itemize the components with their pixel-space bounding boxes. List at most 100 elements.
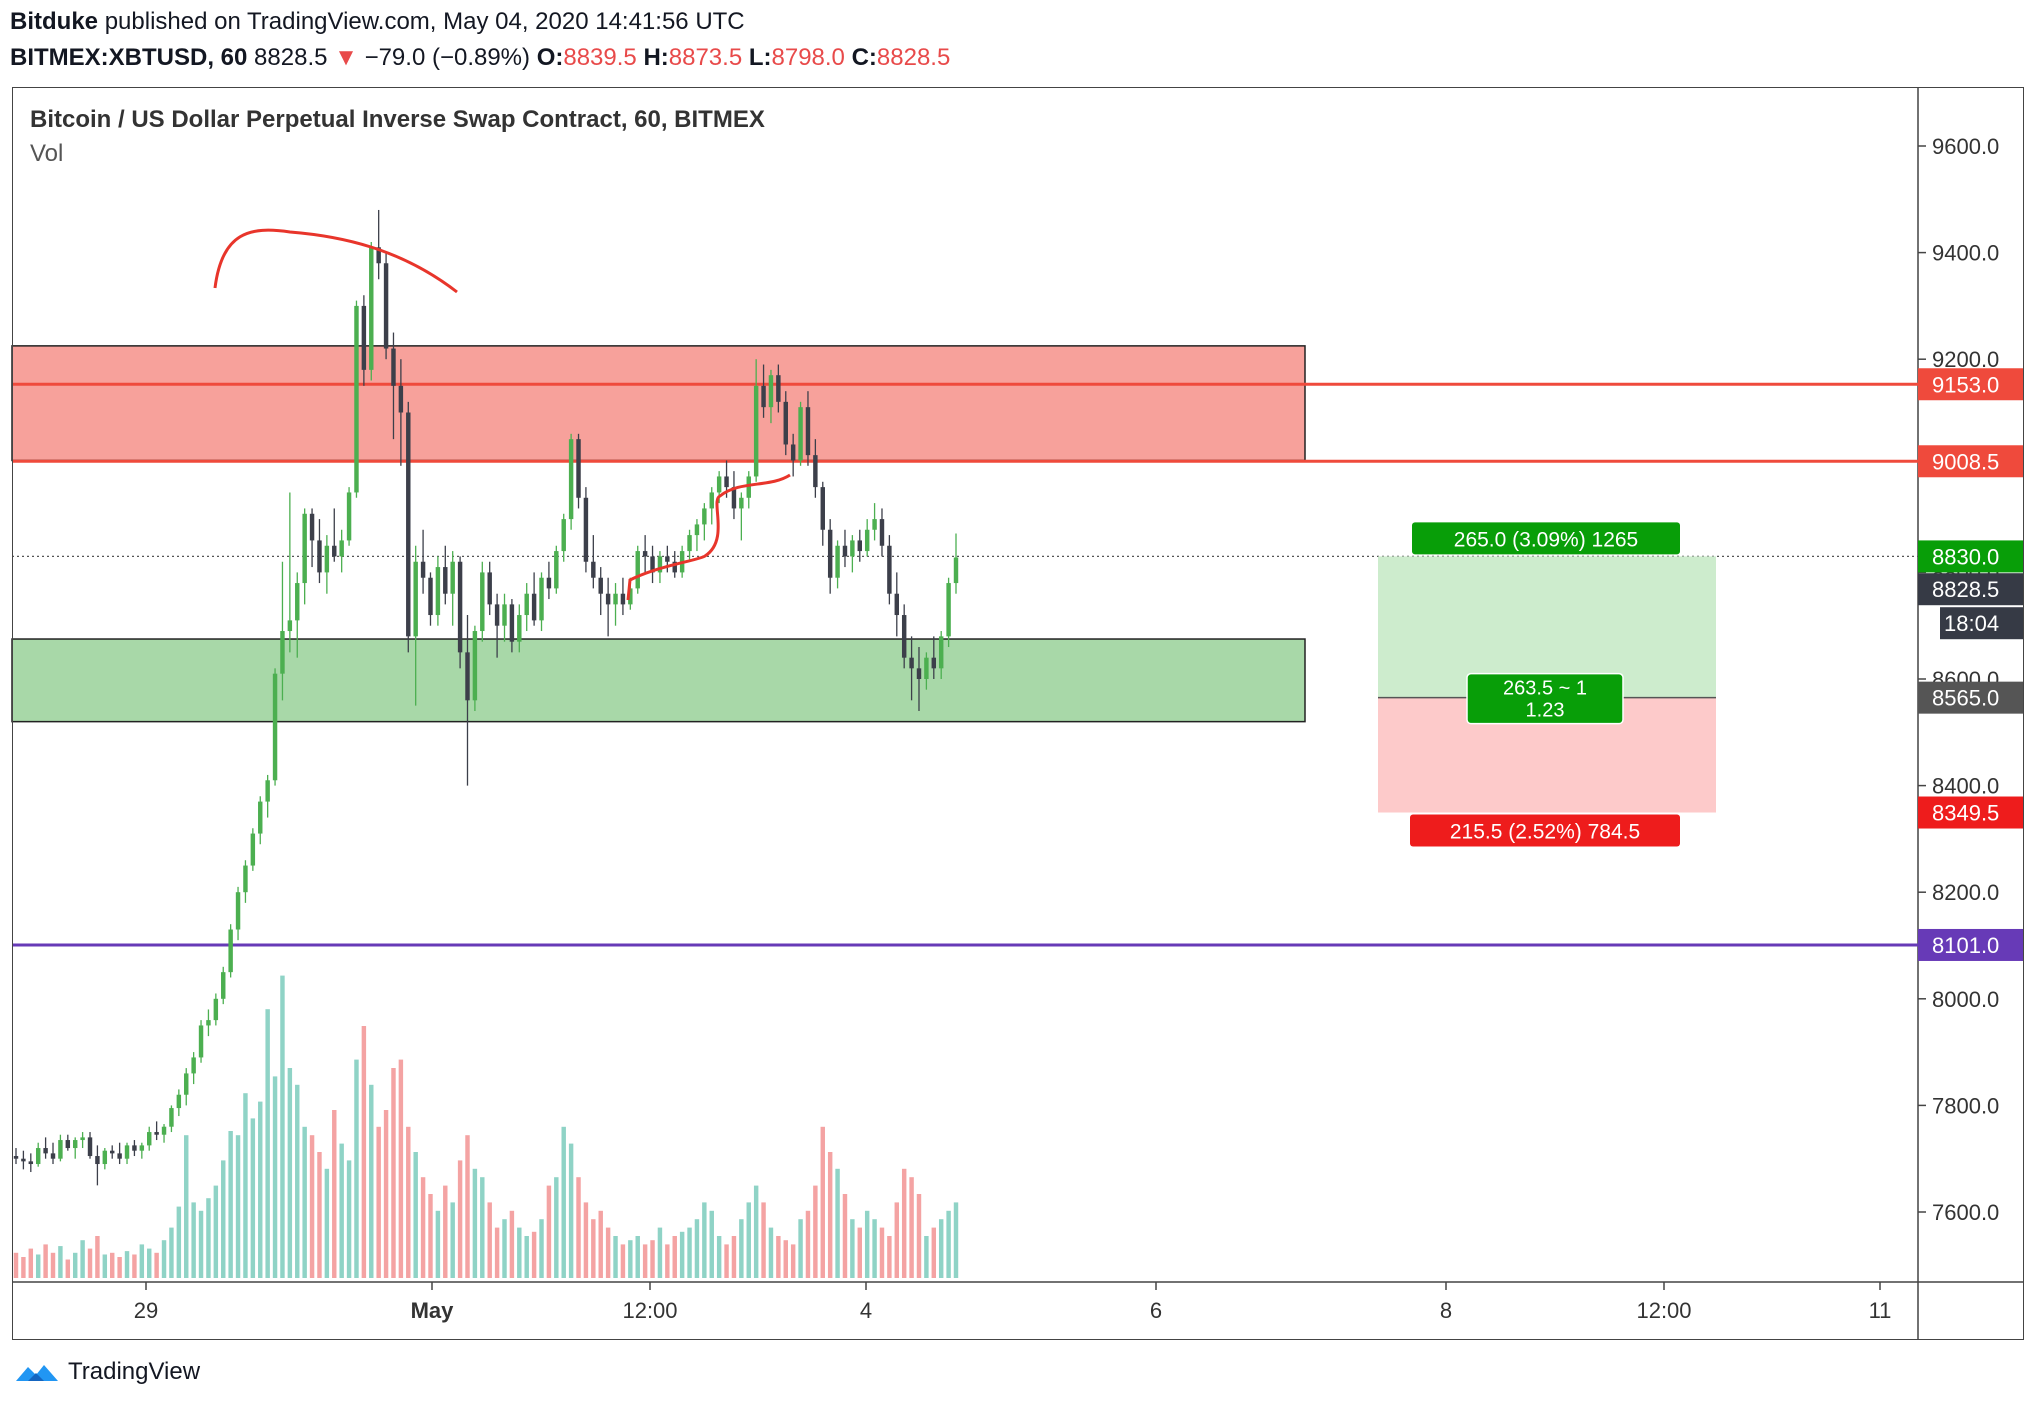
volume-bar [102,1254,108,1278]
candle-body [295,583,300,621]
candle-body [413,561,418,637]
candle-body [605,593,611,605]
volume-bar [857,1227,862,1278]
volume-bar [931,1227,937,1278]
high-label: H: [643,44,669,71]
position-stop-text: 215.5 (2.52%) 784.5 [1450,821,1640,844]
volume-bar [287,1068,293,1278]
candle-body [80,1137,85,1141]
volume-bar [376,1126,381,1278]
volume-bar [850,1219,855,1278]
top-arc-drawing[interactable] [213,228,458,294]
candle-body [184,1073,189,1095]
volume-bar [761,1202,766,1278]
tradingview-footer[interactable]: TradingView [14,1358,200,1386]
volume-bar [161,1240,167,1278]
price-badge [1918,573,2023,606]
candle-body [169,1108,174,1127]
candle-body [628,588,633,605]
down-arrow-icon: ▼ [334,44,358,71]
candle-body [879,519,885,546]
volume-bar [620,1244,626,1278]
volume-bar [198,1210,204,1278]
y-tick-label: 9600.0 [1932,134,1999,159]
price-badge-label: 8830.0 [1932,544,1999,569]
candle-body [420,561,426,578]
price-badge-label: 8565.0 [1932,686,1999,711]
volume-bar [813,1185,818,1278]
price-change: −79.0 (−0.89%) [364,44,531,71]
volume-bar [568,1143,574,1278]
candle-body [494,604,500,626]
candle-body [332,545,337,557]
candle-body [398,385,404,413]
price-badge [1918,681,2023,714]
candle-body [561,519,566,552]
volume-bar [561,1126,566,1278]
volume-bar [124,1251,130,1278]
candle-body [702,508,707,525]
candle-body [480,572,485,632]
candle-body [864,529,870,552]
candle-body [901,615,907,658]
candle-body [931,657,937,669]
low-value: 8798.0 [771,44,845,71]
candle-body [21,1158,26,1162]
candle-body [457,561,463,653]
price-badge [1918,368,2023,401]
candle-body [790,444,796,461]
candle-body [376,247,381,264]
volume-bar [206,1198,211,1278]
candle-body [28,1161,34,1165]
candle-body [258,801,263,834]
volume-bar [450,1202,455,1278]
volume-bar [280,975,285,1278]
volume-bar [576,1177,581,1278]
volume-bar [591,1219,596,1278]
symbol-label: BITMEX:XBTUSD, 60 [10,44,248,71]
candle-body [694,524,700,536]
volume-bar [731,1236,737,1278]
volume-bar [709,1210,714,1278]
candle-body [287,620,293,632]
volume-bar [383,1110,389,1278]
volume-bar [139,1244,145,1278]
candle-body [309,513,315,541]
volume-bar [117,1257,122,1278]
volume-bar [50,1252,56,1278]
candle-body [139,1145,145,1151]
volume-bar [531,1231,537,1278]
volume-bar [272,1076,278,1278]
candle-body [354,305,359,493]
candle-body [598,577,603,594]
price-badge-label: 8101.0 [1932,933,1999,958]
volume-bar [768,1227,774,1278]
ohlc-header: BITMEX:XBTUSD, 60 8828.5 ▼ −79.0 (−0.89%… [10,44,950,72]
moving-average-line[interactable] [626,473,791,601]
candle-body [50,1153,56,1159]
volume-bar [687,1227,692,1278]
candle-body [117,1153,122,1159]
candle-body [443,567,448,594]
volume-bar [398,1059,404,1278]
zone-support[interactable] [11,638,1306,723]
zone-resistance[interactable] [11,345,1306,462]
candle-body [642,551,648,557]
y-tick-label: 8400.0 [1932,774,1999,799]
candle-body [546,577,552,589]
x-tick-label: 12:00 [622,1298,677,1323]
tradingview-logo-icon [16,1365,58,1381]
candle-body [235,892,241,930]
candle-body [887,545,892,594]
volume-bar [95,1236,100,1278]
volume-bar [650,1240,655,1278]
candle-body [191,1057,196,1074]
volume-bar [546,1185,552,1278]
candle-body [539,577,544,621]
price-chart[interactable]: 265.0 (3.09%) 1265 215.5 (2.52%) 784.5 263… [0,0,2038,1345]
candle-body [591,561,596,578]
volume-bar [302,1126,307,1278]
volume-bar [228,1131,233,1278]
candle-body [583,497,589,562]
candle-body [502,604,507,626]
